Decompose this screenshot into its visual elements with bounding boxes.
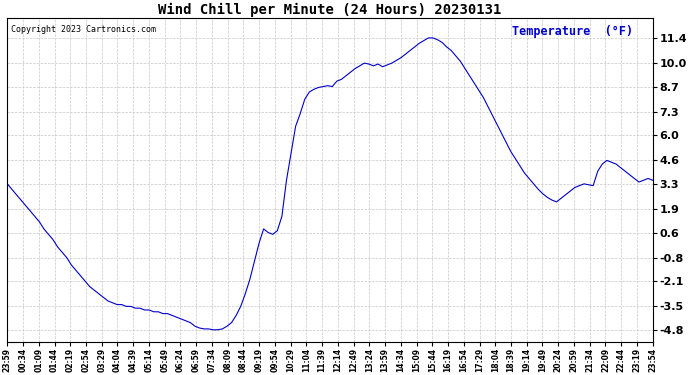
Text: Copyright 2023 Cartronics.com: Copyright 2023 Cartronics.com [10, 25, 155, 34]
Text: Temperature  (°F): Temperature (°F) [512, 25, 633, 38]
Title: Wind Chill per Minute (24 Hours) 20230131: Wind Chill per Minute (24 Hours) 2023013… [158, 3, 502, 17]
